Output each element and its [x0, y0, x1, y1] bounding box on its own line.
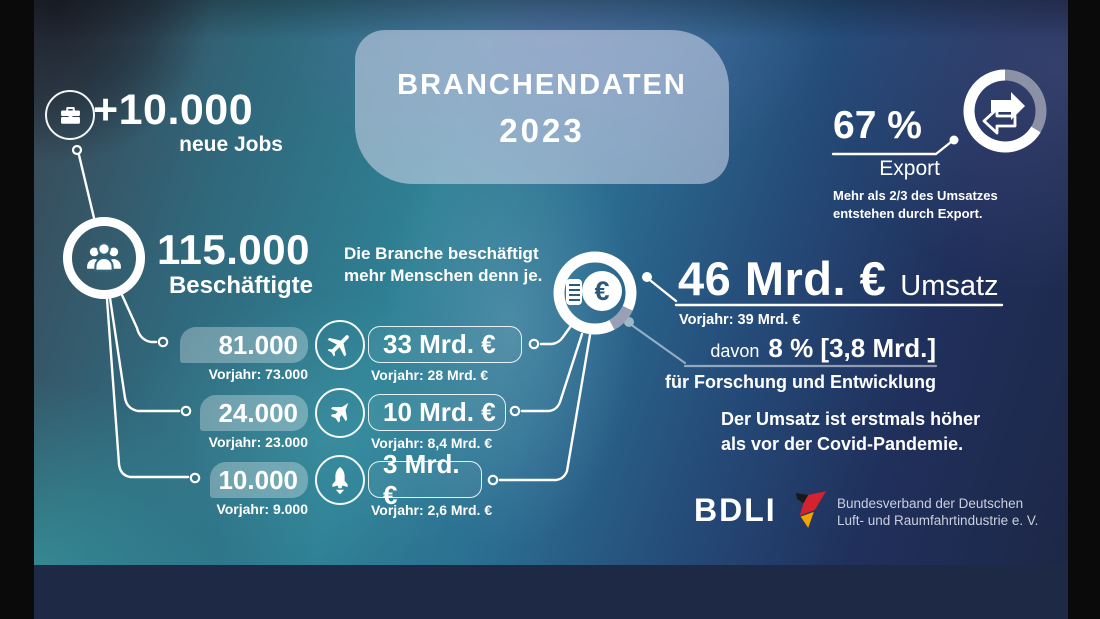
employees-note: Die Branche beschäftigt mehr Menschen de… [344, 243, 542, 286]
bdli-logo-text: BDLI [694, 492, 777, 528]
rocket-icon [332, 467, 348, 495]
revenue-value: 46 Mrd. € [678, 252, 887, 305]
page-title-year: 2023 [499, 111, 585, 149]
segment3-employees-value: 10.000 [218, 464, 298, 495]
segment2-employees-box: 24.000 [200, 395, 308, 431]
export-note: Mehr als 2/3 des Umsatzes entstehen durc… [833, 187, 998, 222]
segment1-employees-prev: Vorjahr: 73.000 [208, 366, 308, 382]
employees-note-line1: Die Branche beschäftigt [344, 244, 539, 263]
german-flag-icon [795, 491, 827, 528]
export-note-line2: entstehen durch Export. [833, 205, 983, 221]
export-arrows-icon [982, 92, 1025, 135]
employees-note-line2: mehr Menschen denn je. [344, 265, 543, 285]
segment1-icon-circle [315, 320, 365, 370]
plane-icon [327, 335, 349, 357]
organization-name-line2: Luft- und Raumfahrtindustrie e. V. [837, 512, 1039, 528]
organization-name: Bundesverband der Deutschen Luft- und Ra… [837, 496, 1038, 529]
segment2-revenue-box: 10 Mrd. € [368, 394, 506, 431]
segment2-icon-circle [315, 388, 365, 438]
people-icon [87, 242, 121, 272]
filled-connector-dots [642, 135, 959, 282]
revenue-prev: Vorjahr: 39 Mrd. € [679, 312, 801, 328]
segment1-revenue-value: 33 Mrd. € [383, 329, 496, 359]
segment1-revenue-box: 33 Mrd. € [368, 326, 522, 363]
revenue-note-line2: als vor der Covid-Pandemie. [721, 433, 964, 454]
euro-coin-icon: € [566, 271, 622, 311]
bottom-bar [34, 565, 1068, 619]
employees-value: 115.000 [157, 226, 311, 273]
employees-label: Beschäftigte [168, 272, 313, 299]
revenue-note-line1: Der Umsatz ist erstmals höher [721, 409, 981, 429]
export-label: Export [879, 157, 940, 180]
segment1-employees-value: 81.000 [218, 329, 298, 360]
revenue-hub-ring: € [553, 251, 637, 335]
revenue-unit-label: Umsatz [900, 270, 999, 302]
export-value: 67 % [833, 104, 922, 147]
employees-badge [63, 217, 145, 299]
segment2-employees-prev: Vorjahr: 23.000 [208, 434, 308, 450]
segment3-employees-prev: Vorjahr: 9.000 [216, 501, 308, 517]
segment3-icon-circle [315, 455, 365, 505]
rnd-prefix: davon [710, 341, 760, 361]
jobs-badge [45, 90, 95, 140]
euro-symbol: € [594, 276, 609, 306]
segment3-revenue-box: 3 Mrd. € [368, 449, 482, 510]
segment2-revenue-value: 10 Mrd. € [383, 397, 496, 427]
revenue-note: Der Umsatz ist erstmals höher als vor de… [721, 407, 980, 456]
jobs-label: neue Jobs [179, 133, 283, 156]
hollow-connector-dots [71, 144, 540, 486]
jet-icon [330, 402, 349, 423]
revenue-row: 46 Mrd. € Umsatz [678, 251, 999, 306]
segment3-employees-box: 10.000 [210, 462, 308, 498]
organization-name-line1: Bundesverband der Deutschen [837, 496, 1024, 511]
export-note-line1: Mehr als 2/3 des Umsatzes [833, 188, 998, 203]
rnd-row: davon 8 % [3,8 Mrd.] [660, 333, 936, 364]
segment3-revenue-value: 3 Mrd. € [383, 448, 460, 510]
page-title: BRANCHENDATEN [397, 68, 687, 101]
title-card: BRANCHENDATEN 2023 [355, 30, 729, 184]
briefcase-icon [60, 106, 80, 124]
segment1-revenue-prev: Vorjahr: 28 Mrd. € [371, 367, 489, 383]
segment2-revenue-prev: Vorjahr: 8,4 Mrd. € [371, 435, 493, 451]
rnd-value: 8 % [3,8 Mrd.] [768, 333, 936, 363]
segment2-employees-value: 24.000 [218, 397, 298, 428]
segment1-employees-box: 81.000 [180, 327, 308, 363]
jobs-value: +10.000 [93, 86, 254, 134]
segment3-revenue-prev: Vorjahr: 2,6 Mrd. € [371, 502, 493, 518]
export-donut-chart [963, 69, 1047, 153]
rnd-label: für Forschung und Entwicklung [665, 372, 936, 392]
